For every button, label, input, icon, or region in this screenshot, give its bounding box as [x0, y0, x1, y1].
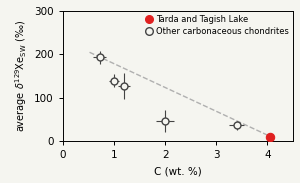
Legend: Tarda and Tagish Lake, Other carbonaceous chondrites: Tarda and Tagish Lake, Other carbonaceou…	[144, 13, 291, 38]
X-axis label: C (wt. %): C (wt. %)	[154, 166, 202, 176]
Y-axis label: average $\delta^{129}$Xe$_\mathregular{SW}$ (‰): average $\delta^{129}$Xe$_\mathregular{S…	[13, 20, 29, 132]
